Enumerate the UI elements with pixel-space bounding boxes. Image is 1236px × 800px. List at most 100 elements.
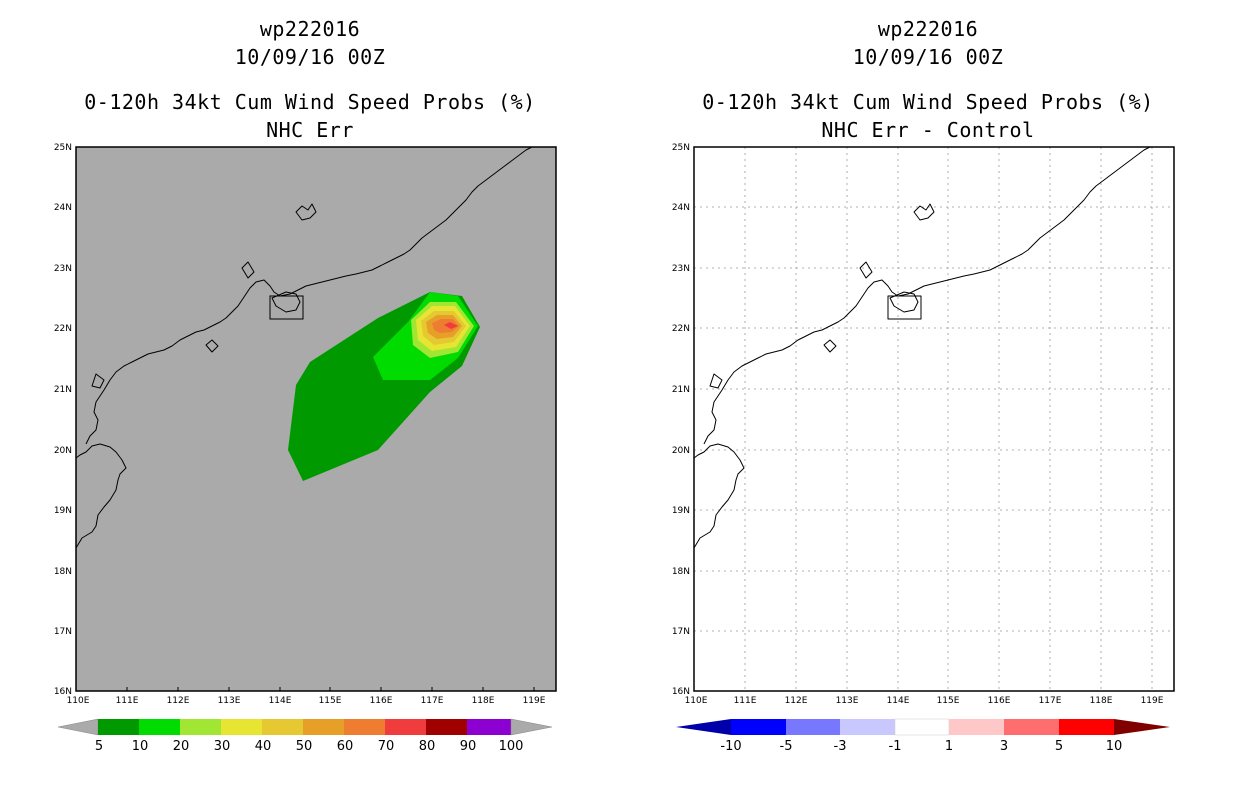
probability-shading [288,292,480,481]
left-map-frame [75,146,557,692]
lat-label: 22N [672,324,690,334]
prob-contour-70 [444,322,458,329]
colorbar-label: -3 [834,739,847,754]
lat-label: 21N [54,385,72,395]
lon-label: 119E [1141,696,1164,706]
colorbar-label: 40 [255,739,272,754]
lat-label: 17N [672,627,690,637]
lat-label: 23N [54,264,72,274]
lat-label: 17N [54,627,72,637]
lon-label: 116E [988,696,1011,706]
colorbar-label: 80 [419,739,436,754]
lat-label: 25N [672,143,690,153]
lon-label: 116E [370,696,393,706]
left-colorbar-cell-2 [180,719,221,735]
right-map-frame [693,146,1175,692]
right-colorbar-cell-2 [786,719,840,735]
colorbar-label: 5 [1055,739,1063,754]
right-product-title: 0-120h 34kt Cum Wind Speed Probs (%) [702,90,1154,114]
colorbar-label: 20 [173,739,190,754]
right-colorbar-cell-6 [1004,719,1059,735]
colorbar-label: 30 [214,739,231,754]
left-colorbar-low-arrow [57,718,99,736]
left-colorbar-cell-4 [262,719,303,735]
lat-label: 21N [672,385,690,395]
lon-label: 113E [836,696,859,706]
lat-label: 23N [672,264,690,274]
lon-label: 118E [472,696,495,706]
lon-label: 115E [319,696,342,706]
right-colorbar-high-arrow [1114,719,1170,735]
right-map: 110E 111E 112E 113E 114E 115E 116E 117E … [672,143,1175,706]
right-lon-labels: 110E 111E 112E 113E 114E 115E 116E 117E … [685,696,1164,706]
lat-label: 24N [54,203,72,213]
lat-label: 19N [54,506,72,516]
left-colorbar-cell-6 [344,719,385,735]
lon-label: 110E [67,696,90,706]
colorbar-label: -10 [720,739,741,754]
right-colorbar-low-arrow [676,719,731,735]
lon-label: 118E [1090,696,1113,706]
right-subtitle: NHC Err - Control [821,118,1035,142]
right-storm-id: wp222016 [877,17,979,41]
colorbar-label: 5 [95,739,103,754]
colorbar-label: -5 [780,739,793,754]
left-colorbar-cell-3 [221,719,262,735]
right-colorbar-cell-1 [731,719,786,735]
left-colorbar-cell-7 [385,719,426,735]
lon-label: 117E [1039,696,1062,706]
left-colorbar-high-arrow [510,718,553,736]
left-colorbar-cell-0 [98,719,139,735]
lon-label: 119E [523,696,546,706]
right-gridlines [694,147,1174,691]
left-map: 110E 111E 112E 113E 114E 115E 116E 117E … [54,143,557,706]
left-lat-labels: 16N 17N 18N 19N 20N 21N 22N 23N 24N 25N [54,143,72,697]
left-subtitle: NHC Err [266,118,354,142]
left-lon-labels: 110E 111E 112E 113E 114E 115E 116E 117E … [67,696,546,706]
lat-label: 22N [54,324,72,334]
lon-label: 114E [887,696,910,706]
hong-kong-box [269,295,304,320]
lon-label: 111E [734,696,757,706]
lon-label: 114E [269,696,292,706]
colorbar-label: 70 [378,739,395,754]
lat-label: 19N [672,506,690,516]
colorbar-label: 10 [1106,739,1123,754]
left-colorbar-cell-8 [426,719,467,735]
left-storm-id: wp222016 [259,17,361,41]
lat-label: 25N [54,143,72,153]
lat-label: 24N [672,203,690,213]
lon-label: 110E [685,696,708,706]
right-coastline [693,146,1151,549]
right-colorbar-cell-7 [1059,719,1114,735]
left-colorbar-cell-1 [139,719,180,735]
right-colorbar-cell-4 [894,718,950,736]
right-lat-labels: 16N 17N 18N 19N 20N 21N 22N 23N 24N 25N [672,143,690,697]
right-map-background [694,147,1174,691]
colorbar-label: 100 [499,739,524,754]
colorbar-label: 1 [945,739,953,754]
lat-label: 16N [54,687,72,697]
colorbar-label: 10 [132,739,149,754]
right-datetime: 10/09/16 00Z [852,45,1004,69]
left-lon-ticks [126,687,535,691]
left-colorbar-cell-9 [467,719,511,735]
lon-label: 111E [116,696,139,706]
lat-label: 18N [54,567,72,577]
lon-label: 112E [167,696,190,706]
left-datetime: 10/09/16 00Z [234,45,386,69]
lat-label: 18N [672,567,690,577]
lon-label: 117E [421,696,444,706]
right-colorbar-labels: -10 -5 -3 -1 1 3 5 10 [720,739,1122,754]
lat-label: 20N [672,446,690,456]
prob-contour-60 [432,319,459,333]
left-product-title: 0-120h 34kt Cum Wind Speed Probs (%) [84,90,536,114]
colorbar-label: 60 [337,739,354,754]
lon-label: 113E [218,696,241,706]
left-colorbar-labels: 5 10 20 30 40 50 60 70 80 90 100 [95,739,524,754]
right-colorbar-cell-5 [949,719,1004,735]
right-colorbar-cell-3 [840,719,895,735]
left-colorbar: 5 10 20 30 40 50 60 70 80 90 100 [57,718,553,754]
lon-label: 112E [785,696,808,706]
colorbar-label: -1 [889,739,902,754]
